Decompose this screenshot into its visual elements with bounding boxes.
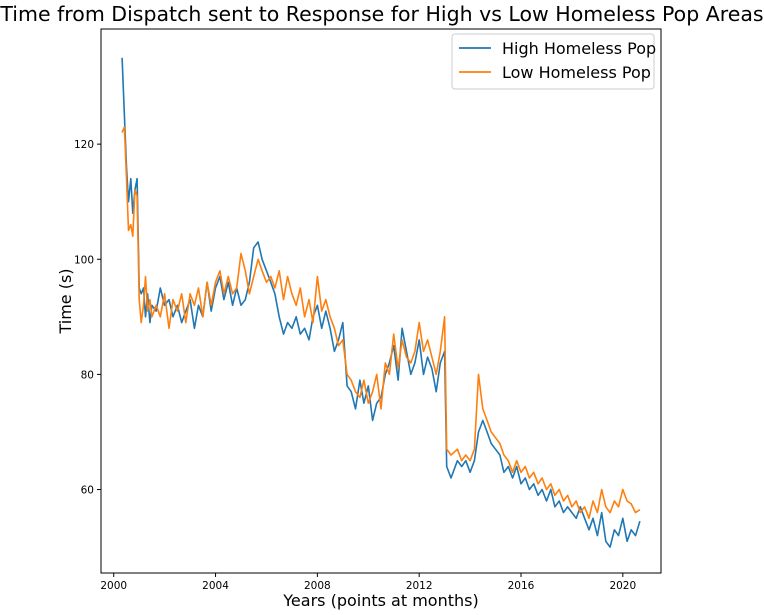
series-lines — [121, 57, 641, 548]
x-axis: 2000 2004 2008 2012 2016 2020 — [100, 573, 636, 592]
x-tick-label: 2004 — [202, 580, 229, 592]
y-tick-label: 120 — [74, 139, 94, 151]
legend-label: Low Homeless Pop — [502, 63, 651, 82]
y-tick-label: 100 — [74, 254, 94, 266]
y-axis-label: Time (s) — [56, 268, 75, 334]
x-tick-label: 2020 — [609, 580, 636, 592]
y-axis: 60 80 100 120 — [74, 139, 101, 497]
y-tick-label: 60 — [81, 485, 94, 497]
x-tick-label: 2008 — [304, 580, 331, 592]
plot-area: 2000 2004 2008 2012 2016 2020 60 80 100 120 — [74, 28, 662, 592]
x-axis-label: Years (points at months) — [282, 591, 478, 610]
x-tick-label: 2016 — [508, 580, 535, 592]
legend-box — [451, 33, 655, 90]
legend: High Homeless Pop Low Homeless Pop — [451, 33, 656, 90]
x-tick-label: 2000 — [100, 580, 127, 592]
x-tick-label: 2012 — [406, 580, 433, 592]
legend-label: High Homeless Pop — [502, 39, 656, 58]
y-tick-label: 80 — [81, 369, 94, 381]
plot-frame — [100, 28, 662, 574]
chart-title: Time from Dispatch sent to Response for … — [0, 2, 764, 26]
series-line-low-homeless-pop — [121, 126, 641, 520]
